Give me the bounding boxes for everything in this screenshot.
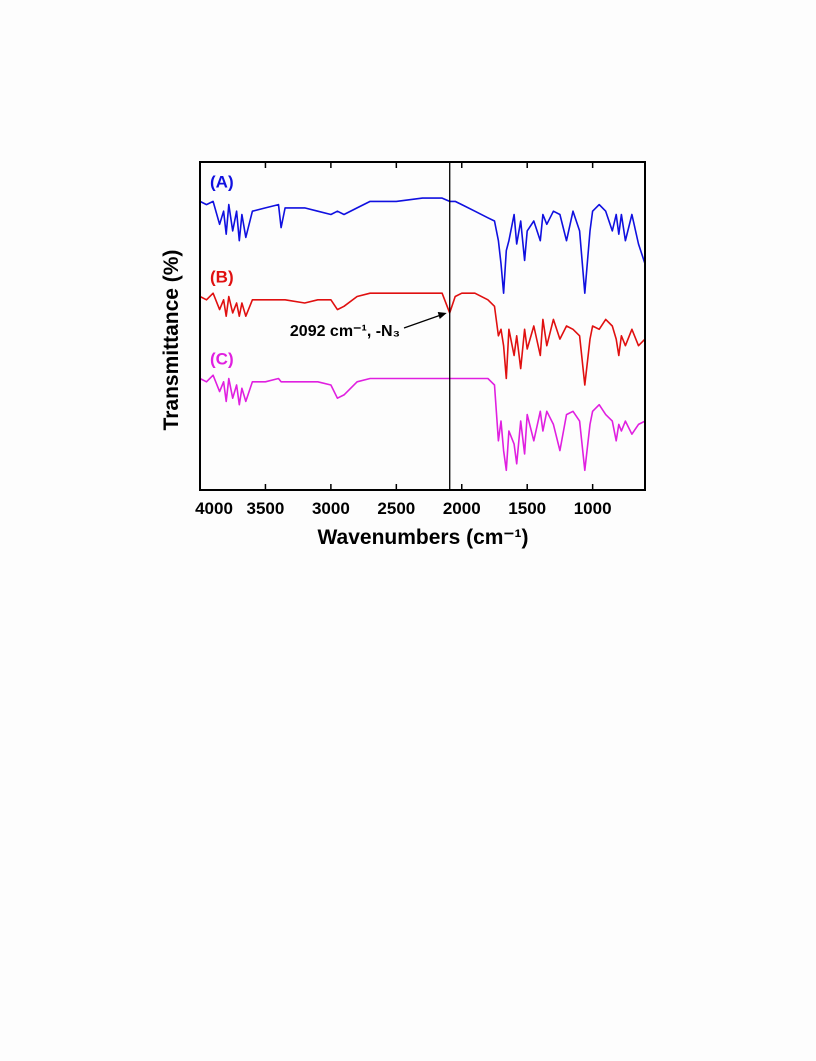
annotation-arrow [403,313,444,329]
x-tick-label: 2500 [377,499,415,518]
series-label: (B) [210,267,234,286]
x-tick-label: 2000 [443,499,481,518]
y-axis-label: Transmittance (%) [160,250,183,431]
x-tick-label: 3500 [247,499,285,518]
annotation: 2092 cm⁻¹, -N₃ [290,323,400,340]
series-line [199,292,646,386]
plot-frame [199,161,646,491]
annotation-arrowhead [437,312,447,319]
x-tick-label: 1000 [574,499,612,518]
x-tick-label: 3000 [312,499,350,518]
series-line [199,197,646,294]
series-label: (A) [210,172,234,191]
series-label: (C) [210,349,234,368]
x-tick-label: 4000 [195,499,233,518]
x-axis-label: Wavenumbers (cm⁻¹) [317,526,528,549]
series-line [199,374,646,472]
x-tick-label: 1500 [508,499,546,518]
